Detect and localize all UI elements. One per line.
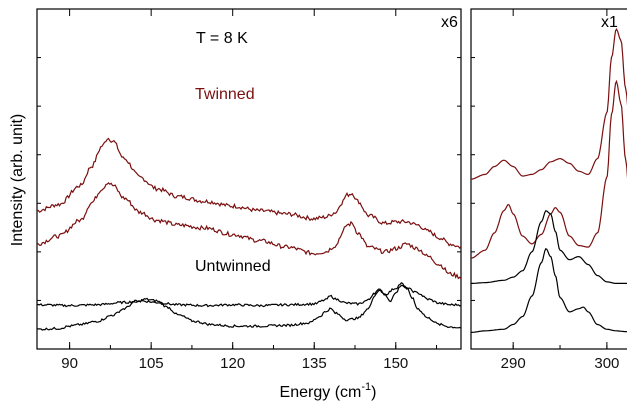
- y-axis-label: Intensity (arb. unit): [9, 114, 26, 247]
- x-axis-label: Energy (cm-1): [280, 381, 377, 401]
- x-axis-label-sup: -1: [361, 381, 371, 393]
- twinned-spectrum-line: [37, 137, 461, 250]
- untwinned-spectrum-line: [37, 282, 461, 308]
- x-axis-label-main: Energy (cm: [280, 384, 362, 401]
- twinned-label: Twinned: [195, 86, 255, 103]
- twinned-spectrum-line: [37, 182, 461, 280]
- x-axis-label-suffix: ): [371, 384, 376, 401]
- x-tick-label: 290: [501, 355, 526, 372]
- left-panel-frame: [36, 8, 462, 350]
- x-tick-label: 135: [302, 355, 327, 372]
- untwinned-spectrum-line: [37, 284, 461, 331]
- right-panel-plot: 290 300: [471, 9, 627, 372]
- x-tick-label: 300: [594, 355, 619, 372]
- untwinned-spectrum-line: [471, 247, 627, 333]
- x-tick-label: 120: [220, 355, 245, 372]
- twinned-spectrum-line: [471, 27, 627, 180]
- temperature-label: T = 8 K: [196, 30, 248, 47]
- twinned-spectrum-line: [471, 79, 627, 259]
- right-panel-scale-label: x1: [601, 14, 618, 31]
- left-panel-scale-label: x6: [441, 14, 458, 31]
- x-tick-label: 105: [139, 355, 164, 372]
- untwinned-spectrum-line: [471, 210, 627, 284]
- left-panel-plot: 90 105 120 135 150: [37, 9, 461, 372]
- x-tick-label: 150: [383, 355, 408, 372]
- x-tick-label: 90: [61, 355, 78, 372]
- right-panel-frame: [470, 8, 627, 350]
- untwinned-label: Untwinned: [195, 258, 271, 275]
